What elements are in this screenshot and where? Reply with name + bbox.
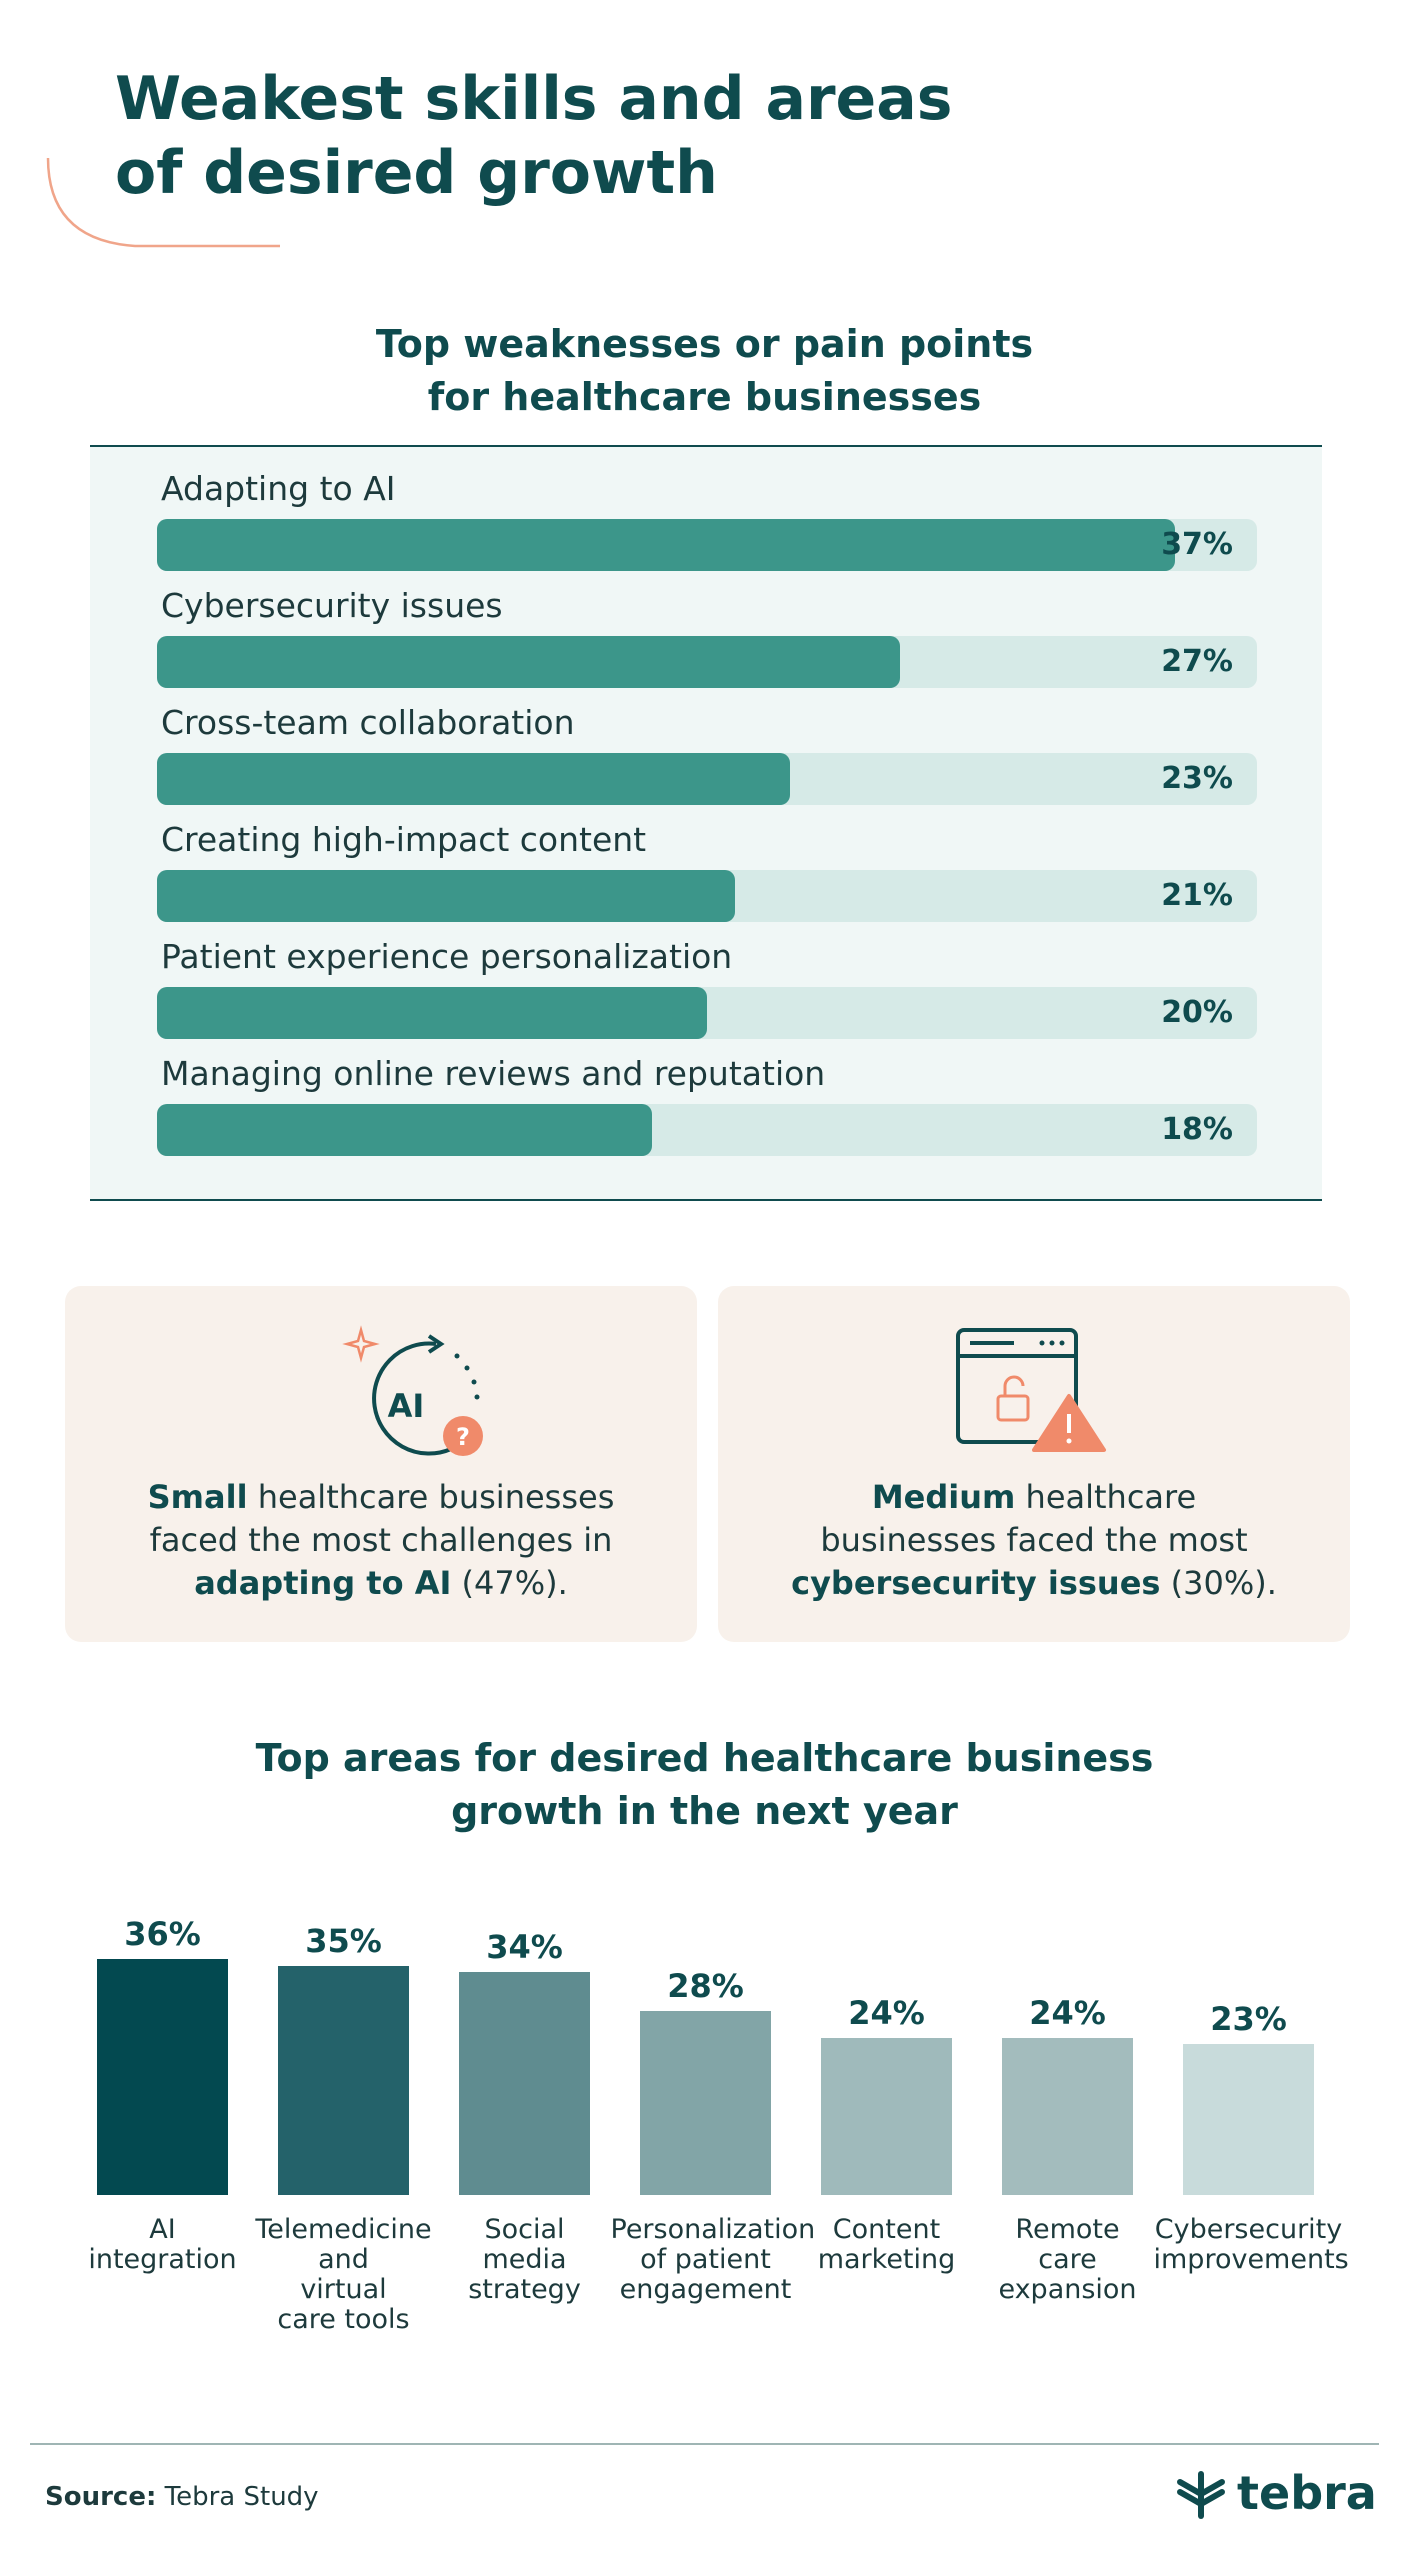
decorative-arc [46,157,280,248]
weakness-bar-track: 27% [157,636,1257,688]
growth-category-label-line: Remote [1015,2214,1120,2245]
growth-category-label-line: Content [832,2214,941,2245]
ai-question-icon: AI ? [342,1325,483,1456]
weakness-bar-track: 18% [157,1104,1257,1156]
weakness-bar [157,636,900,688]
weakness-row: Cross-team collaboration 23% [157,703,1257,815]
weakness-label: Cross-team collaboration [161,703,575,742]
growth-category-label-line: care tools [277,2304,410,2335]
growth-category-label: Cybersecurity improvements [1153,2214,1349,2275]
weakness-label: Adapting to AI [161,469,396,508]
medium-business-card: Medium healthcare businesses faced the m… [718,1286,1350,1642]
small-business-card-text: Small healthcare businesses faced the mo… [147,1478,615,1602]
growth-category-label-line: AI [149,2214,176,2245]
weakness-value-label: 18% [1161,1112,1233,1147]
weakness-bar-track: 23% [157,753,1257,805]
weakness-value-label: 27% [1161,644,1233,679]
title-line-2: of desired growth [115,138,718,208]
growth-category-label-line: improvements [1153,2244,1349,2275]
growth-category-label-line: marketing [817,2244,956,2275]
growth-chart-title: Top areas for desired healthcare busines… [255,1736,1154,1833]
weakness-bar-track: 20% [157,987,1257,1039]
weakness-row: Creating high-impact content 21% [157,820,1257,932]
growth-category-label-line: virtual [300,2274,387,2305]
growth-category-label-line: Telemedicine [255,2214,432,2245]
footer-divider [30,2443,1379,2445]
weakness-value-label: 21% [1161,878,1233,913]
growth-bar [97,1959,228,2195]
growth-value-label: 34% [486,1928,563,1966]
growth-value-label: 28% [667,1967,744,2005]
growth-bar [1002,2038,1133,2195]
browser-unlock-warning-icon [956,1328,1106,1452]
growth-category-label-line: Cybersecurity [1154,2214,1343,2245]
source-note: Source: Tebra Study [45,2482,319,2512]
growth-category-label: Personalization of patient engagement [610,2214,816,2305]
growth-bar [1183,2044,1314,2195]
growth-category-label: Social media strategy [430,2215,620,2305]
growth-category-label: Telemedicine and virtual care tools [249,2215,439,2335]
growth-bar [640,2011,771,2195]
growth-category-label-line: Social [484,2214,565,2245]
weakness-row: Adapting to AI 37% [157,469,1257,581]
weakness-bar [157,753,790,805]
weakness-label: Managing online reviews and reputation [161,1054,826,1093]
small-business-card: AI ? Small healthcare businesses faced t… [65,1286,697,1642]
weakness-bar-track: 37% [157,519,1257,571]
growth-value-label: 35% [305,1922,382,1960]
weakness-row: Patient experience personalization 20% [157,937,1257,1049]
growth-category-label-line: engagement [619,2274,792,2305]
weakness-bar [157,987,707,1039]
weakness-label: Patient experience personalization [161,937,733,976]
growth-category-label-line: care [1038,2244,1097,2275]
weakness-bar-track: 21% [157,870,1257,922]
growth-category-label-line: strategy [468,2274,581,2305]
growth-category-label-line: of patient [640,2244,771,2275]
growth-category-label-line: and [318,2244,369,2275]
growth-category-label: Remote care expansion [973,2215,1163,2305]
growth-category-label-line: media [482,2244,567,2275]
weakness-label: Cybersecurity issues [161,586,503,625]
growth-value-label: 36% [124,1915,201,1953]
weakness-value-label: 20% [1161,995,1233,1030]
growth-value-label: 24% [848,1994,925,2032]
weakness-bar [157,519,1175,571]
weaknesses-chart-panel: Adapting to AI 37% Cybersecurity issues 27%… [90,445,1322,1201]
svg-text:AI: AI [388,1387,425,1425]
weakness-value-label: 37% [1161,527,1233,562]
tebra-logo-icon [1177,2471,1225,2519]
weakness-value-label: 23% [1161,761,1233,796]
page-title: Weakest skills and areas of desired grow… [115,62,1115,210]
growth-bar [459,1972,590,2195]
title-line-1: Weakest skills and areas [115,64,953,134]
svg-text:?: ? [456,1423,470,1451]
growth-category-label: AI integration [68,2215,258,2275]
weakness-bar [157,1104,652,1156]
weakness-row: Cybersecurity issues 27% [157,586,1257,698]
weaknesses-chart-title: Top weaknesses or pain points for health… [375,322,1034,419]
growth-value-label: 23% [1210,2000,1287,2038]
tebra-logo-text: tebra [1237,2466,1377,2520]
growth-category-label-line: Personalization [610,2214,816,2245]
weakness-bar [157,870,735,922]
growth-bar [821,2038,952,2195]
weakness-label: Creating high-impact content [161,820,647,859]
weakness-row: Managing online reviews and reputation 18… [157,1054,1257,1166]
growth-bar [278,1966,409,2195]
growth-category-label-line: integration [88,2244,237,2275]
growth-category-label-line: expansion [998,2274,1137,2305]
growth-value-label: 24% [1029,1994,1106,2032]
growth-category-label: Content marketing [792,2215,982,2275]
medium-business-card-text: Medium healthcare businesses faced the m… [791,1478,1277,1602]
